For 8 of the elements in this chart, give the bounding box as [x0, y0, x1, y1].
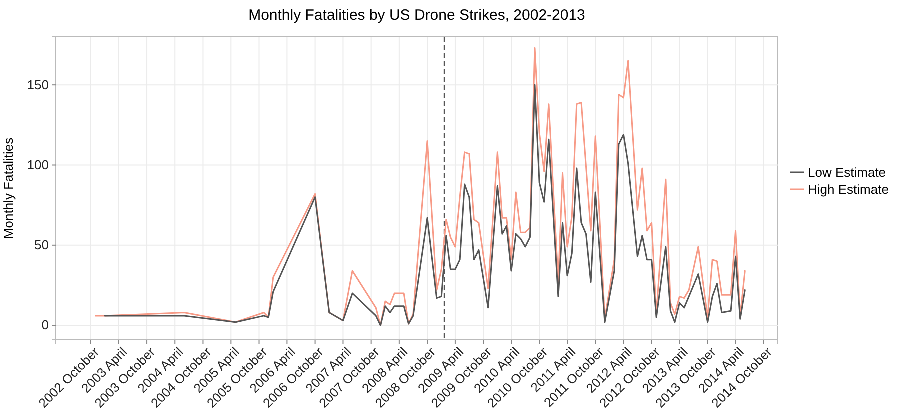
y-tick-label: 50: [34, 238, 49, 253]
y-axis-title: Monthly Fatalities: [1, 137, 16, 240]
chart-title: Monthly Fatalities by US Drone Strikes, 2002-2013: [248, 7, 586, 24]
legend-label: Low Estimate: [808, 165, 886, 180]
y-tick-label: 150: [27, 77, 49, 92]
legend-label: High Estimate: [808, 182, 889, 197]
y-tick-label: 0: [42, 318, 49, 333]
y-tick-label: 100: [27, 157, 49, 172]
